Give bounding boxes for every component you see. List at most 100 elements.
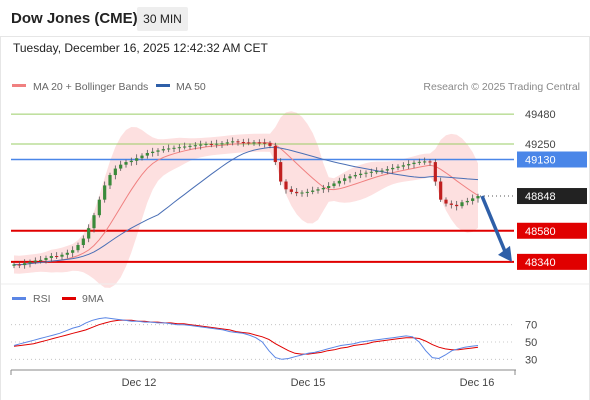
candle-body xyxy=(113,168,117,176)
instrument-title: Dow Jones (CME) xyxy=(11,10,138,27)
candle-body xyxy=(92,215,96,229)
candle-body xyxy=(407,164,411,166)
candle-body xyxy=(353,175,357,177)
projection-arrow-shaft xyxy=(480,195,508,255)
candle-body xyxy=(332,183,336,187)
level-label-49250: 49250 xyxy=(525,139,556,151)
candle-body xyxy=(327,186,331,188)
candle-body xyxy=(247,142,251,144)
rsi-tick-50: 50 xyxy=(525,337,537,349)
candle-body xyxy=(359,173,363,176)
candle-body xyxy=(17,264,21,266)
candle-body xyxy=(71,250,75,253)
candle-body xyxy=(108,175,112,186)
candle-body xyxy=(476,196,480,199)
candle-body xyxy=(396,166,400,168)
candle-body xyxy=(380,170,384,172)
ma20-line xyxy=(13,142,479,266)
legend-rsi-swatch xyxy=(12,297,26,300)
datetime-label: Tuesday, December 16, 2025 12:42:32 AM C… xyxy=(13,41,268,55)
candle-body xyxy=(300,192,304,194)
candle-body xyxy=(225,142,229,144)
legend-9ma-swatch xyxy=(62,297,76,300)
candle-body xyxy=(433,162,437,182)
ma50-line xyxy=(13,146,479,266)
candle-body xyxy=(321,188,325,190)
candle-body xyxy=(279,162,283,182)
level-label-48848: 48848 xyxy=(525,191,556,203)
candle-body xyxy=(295,191,299,194)
level-tag-48848 xyxy=(517,188,587,205)
candle-body xyxy=(263,142,267,144)
candle-body xyxy=(364,172,368,174)
candle-body xyxy=(204,143,208,145)
candle-body xyxy=(167,148,171,150)
candle-body xyxy=(28,261,32,264)
legend-ma50-label: MA 50 xyxy=(176,81,206,93)
rsi-tick-30: 30 xyxy=(525,354,537,366)
candle-body xyxy=(129,160,133,163)
candle-body xyxy=(465,200,469,203)
chart-header: Dow Jones (CME) 30 MIN xyxy=(0,0,590,37)
candle-body xyxy=(215,143,219,145)
candle-body xyxy=(23,263,27,266)
candle-body xyxy=(49,256,53,258)
candle-body xyxy=(87,228,91,239)
candle-body xyxy=(252,142,256,144)
candle-body xyxy=(289,189,293,192)
candle-body xyxy=(193,145,197,147)
x-tick-label: Dec 15 xyxy=(291,377,326,389)
candle-body xyxy=(273,145,277,163)
level-label-48580: 48580 xyxy=(525,226,556,238)
level-tag-48580 xyxy=(517,222,587,239)
candle-body xyxy=(151,151,155,154)
candle-body xyxy=(412,162,416,165)
rsi-line xyxy=(13,317,479,360)
candle-body xyxy=(231,141,235,143)
legend-rsi-label: RSI xyxy=(33,293,51,305)
candle-body xyxy=(423,161,427,163)
candle-body xyxy=(65,252,69,255)
x-tick-label: Dec 12 xyxy=(122,377,157,389)
candle-body xyxy=(33,260,37,262)
candle-body xyxy=(316,189,320,191)
legend-9ma-label: 9MA xyxy=(82,293,104,305)
candle-body xyxy=(97,199,101,216)
credit-label: Research © 2025 Trading Central xyxy=(423,81,580,93)
candle-body xyxy=(343,178,347,181)
left-border xyxy=(0,36,1,400)
timeframe-badge[interactable]: 30 MIN xyxy=(137,7,188,31)
candle-body xyxy=(268,143,272,146)
projection-arrow-head xyxy=(498,245,512,262)
candle-body xyxy=(119,164,123,169)
candle-body xyxy=(241,142,245,143)
candle-body xyxy=(455,204,459,207)
candle-body xyxy=(145,153,149,156)
legend-ma20-label: MA 20 + Bollinger Bands xyxy=(33,81,148,93)
candle-body xyxy=(199,144,203,146)
candle-body xyxy=(337,180,341,184)
candle-body xyxy=(124,162,128,165)
candle-body xyxy=(401,165,405,167)
rsi-ma-line xyxy=(13,319,479,355)
candle-body xyxy=(172,147,176,149)
candle-body xyxy=(220,143,224,145)
level-tag-48340 xyxy=(517,253,587,270)
candle-body xyxy=(449,203,453,205)
candle-body xyxy=(385,169,389,171)
candle-body xyxy=(375,171,379,173)
candle-body xyxy=(460,202,464,207)
candle-body xyxy=(428,161,432,163)
candle-body xyxy=(177,147,181,149)
candle-body xyxy=(161,149,165,151)
candle-body xyxy=(305,191,309,193)
candle-body xyxy=(391,167,395,170)
x-tick-label: Dec 16 xyxy=(460,377,495,389)
candle-body xyxy=(236,141,240,143)
candle-body xyxy=(140,155,144,159)
candle-body xyxy=(60,254,64,257)
candle-body xyxy=(135,158,139,161)
rsi-tick-70: 70 xyxy=(525,320,537,332)
candle-body xyxy=(39,259,43,261)
